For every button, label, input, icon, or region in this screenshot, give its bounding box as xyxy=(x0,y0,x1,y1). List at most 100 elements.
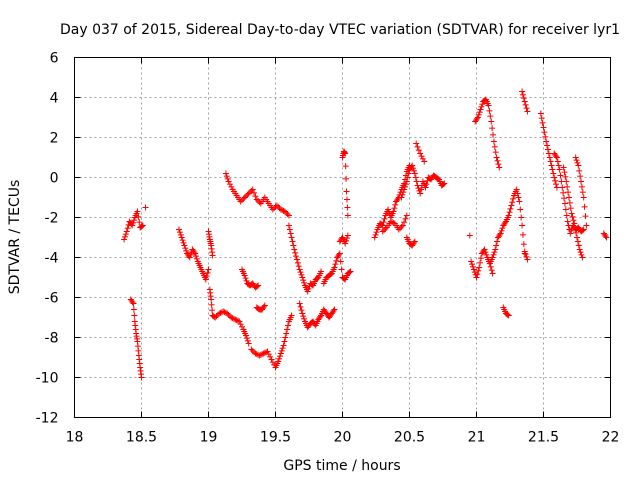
data-point xyxy=(343,175,350,182)
data-point xyxy=(543,138,550,145)
data-point xyxy=(553,184,560,191)
data-point xyxy=(181,242,188,249)
y-tick-label: 0 xyxy=(50,171,59,187)
data-point xyxy=(264,348,271,355)
data-point xyxy=(203,273,210,280)
data-point xyxy=(373,229,380,236)
data-point xyxy=(560,164,567,171)
data-point xyxy=(414,143,421,150)
data-point xyxy=(301,315,308,322)
data-point xyxy=(251,189,258,196)
y-tick-label: 2 xyxy=(50,131,59,147)
data-point xyxy=(278,347,285,354)
data-point xyxy=(136,219,143,226)
data-point xyxy=(520,95,527,102)
data-point xyxy=(202,276,209,283)
data-point xyxy=(482,249,489,256)
data-point xyxy=(293,256,300,263)
data-point xyxy=(440,181,447,188)
data-point xyxy=(521,248,528,255)
data-point xyxy=(318,268,325,275)
data-point xyxy=(297,303,304,310)
data-point xyxy=(296,300,303,307)
data-point xyxy=(344,212,351,219)
data-point xyxy=(343,196,350,203)
data-point xyxy=(279,207,286,214)
data-point xyxy=(253,196,260,203)
data-point xyxy=(481,246,488,253)
data-point xyxy=(470,266,477,273)
data-point xyxy=(489,270,496,277)
data-point xyxy=(282,334,289,341)
data-point xyxy=(570,217,577,224)
data-point xyxy=(178,234,185,241)
data-point xyxy=(293,253,300,260)
data-point xyxy=(441,180,448,187)
data-point xyxy=(346,269,353,276)
data-point xyxy=(553,181,560,188)
data-point xyxy=(387,218,394,225)
data-point xyxy=(517,206,524,213)
data-point xyxy=(389,219,396,226)
data-point xyxy=(208,296,215,303)
data-point xyxy=(343,188,350,195)
y-tick-label: -10 xyxy=(36,371,59,387)
data-point xyxy=(230,315,237,322)
data-point xyxy=(342,240,349,247)
data-point xyxy=(556,166,563,173)
data-point xyxy=(380,219,387,226)
data-point xyxy=(285,212,292,219)
data-point xyxy=(476,264,483,271)
data-point xyxy=(573,157,580,164)
data-point xyxy=(243,335,250,342)
data-point xyxy=(572,154,579,161)
data-point xyxy=(490,138,497,145)
data-point xyxy=(494,238,501,245)
data-point xyxy=(186,254,193,261)
data-point xyxy=(193,255,200,262)
data-point xyxy=(563,212,570,219)
data-point xyxy=(216,310,223,317)
data-point xyxy=(217,309,224,316)
y-tick-label: -4 xyxy=(45,251,59,267)
data-point xyxy=(342,163,349,170)
data-point xyxy=(474,271,481,278)
data-point xyxy=(213,313,220,320)
data-point xyxy=(176,226,183,233)
data-point xyxy=(559,184,566,191)
data-point xyxy=(268,356,275,363)
data-point xyxy=(494,157,501,164)
data-point xyxy=(524,256,531,263)
data-point xyxy=(239,323,245,330)
data-point xyxy=(295,263,302,270)
data-point xyxy=(208,301,215,308)
data-point xyxy=(123,228,130,235)
y-axis-label: SDTVAR / TECUs xyxy=(7,180,23,295)
data-point xyxy=(344,232,351,239)
data-point xyxy=(540,124,547,131)
data-point xyxy=(514,190,521,197)
data-point xyxy=(192,250,199,257)
data-point xyxy=(142,204,149,211)
data-point xyxy=(209,252,216,259)
data-point xyxy=(488,267,495,274)
data-point xyxy=(129,222,136,229)
data-point xyxy=(575,242,582,249)
data-point xyxy=(260,350,267,357)
data-point xyxy=(419,155,426,162)
data-point xyxy=(483,251,490,258)
data-point xyxy=(232,316,239,323)
data-point xyxy=(269,206,276,213)
data-point xyxy=(561,200,568,207)
data-point xyxy=(546,154,553,161)
data-point xyxy=(243,332,250,339)
x-tick-label: 22 xyxy=(602,430,620,446)
data-point xyxy=(280,342,287,349)
data-point xyxy=(286,226,293,233)
data-point xyxy=(411,238,418,245)
data-point xyxy=(519,88,526,95)
data-point xyxy=(410,239,417,246)
data-point xyxy=(271,205,278,212)
data-point xyxy=(578,183,585,190)
